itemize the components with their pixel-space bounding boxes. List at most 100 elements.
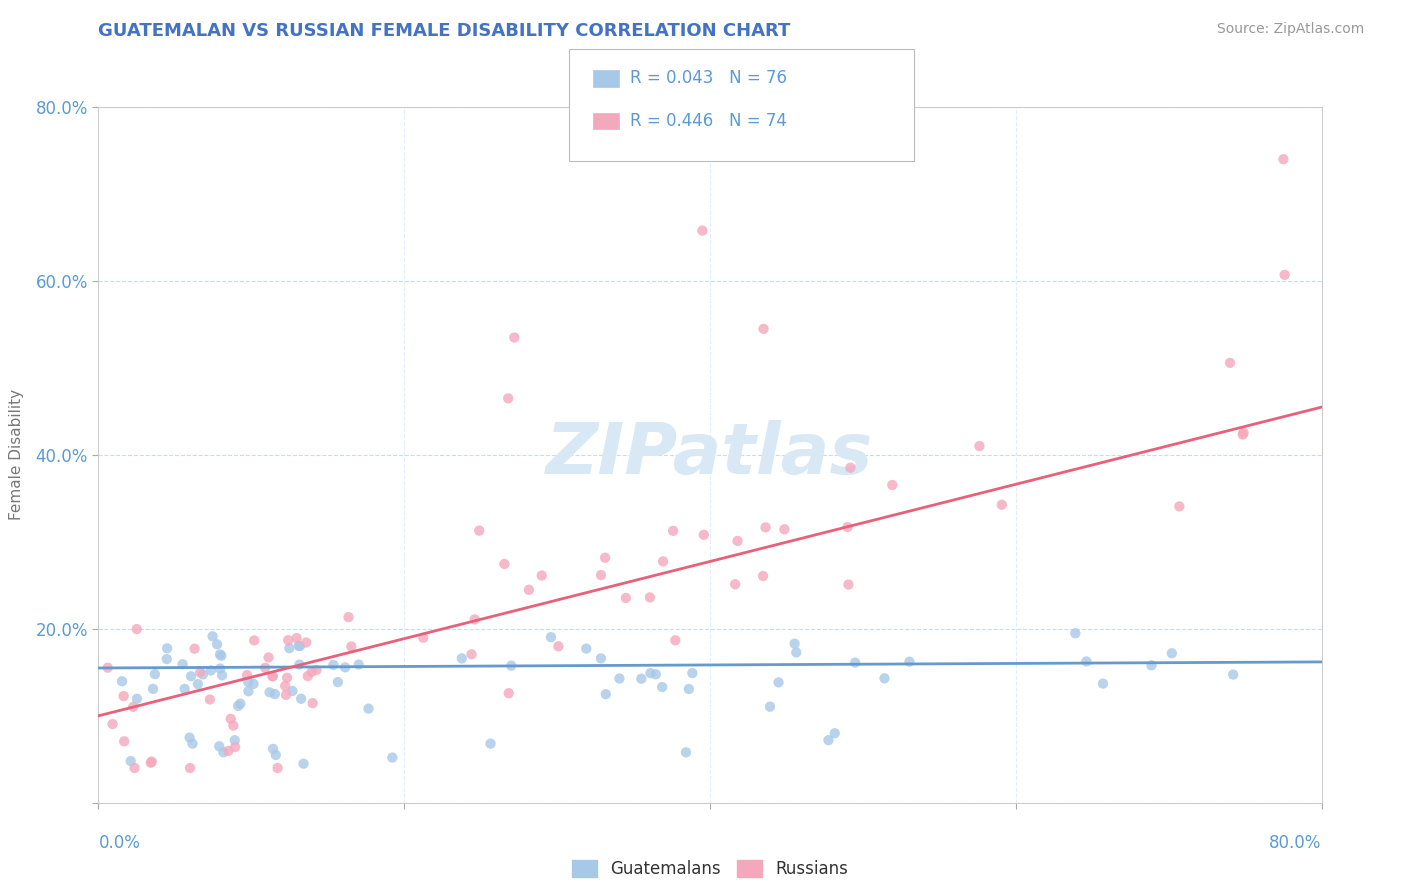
Point — [1140, 658, 1163, 673]
Point — [112, 689, 135, 703]
Point — [1076, 655, 1098, 669]
Point — [593, 550, 616, 565]
Point — [276, 671, 298, 685]
Point — [530, 568, 553, 582]
Point — [1219, 356, 1241, 370]
Point — [205, 637, 228, 651]
Point — [274, 688, 297, 702]
Point — [333, 660, 356, 674]
Point — [651, 680, 673, 694]
Point — [824, 726, 846, 740]
Point — [540, 630, 562, 644]
Point — [882, 478, 904, 492]
Point — [97, 661, 120, 675]
Text: R = 0.446   N = 74: R = 0.446 N = 74 — [630, 112, 787, 130]
Point — [727, 533, 749, 548]
Point — [1232, 427, 1254, 442]
Point — [179, 761, 201, 775]
Point — [226, 698, 249, 713]
Text: ZIPatlas: ZIPatlas — [547, 420, 873, 490]
Point — [224, 733, 246, 747]
Point — [1160, 646, 1182, 660]
Point — [264, 687, 287, 701]
Point — [837, 577, 859, 591]
Point — [595, 687, 617, 701]
Point — [201, 629, 224, 643]
Text: GUATEMALAN VS RUSSIAN FEMALE DISABILITY CORRELATION CHART: GUATEMALAN VS RUSSIAN FEMALE DISABILITY … — [98, 22, 790, 40]
Point — [575, 641, 598, 656]
Point — [1091, 676, 1114, 690]
Point — [209, 648, 232, 663]
Point — [759, 699, 782, 714]
Point — [1233, 425, 1256, 440]
Point — [498, 686, 520, 700]
Point — [139, 756, 162, 770]
Point — [278, 641, 301, 656]
Point — [468, 524, 491, 538]
Point — [242, 677, 264, 691]
Point — [219, 712, 242, 726]
Point — [191, 667, 214, 681]
Point — [969, 439, 991, 453]
Point — [236, 668, 259, 682]
Point — [297, 669, 319, 683]
Point — [172, 657, 194, 672]
Point — [101, 717, 124, 731]
Point — [337, 610, 360, 624]
Point — [783, 637, 806, 651]
Point — [640, 666, 662, 681]
Point — [347, 657, 370, 672]
Point — [120, 754, 142, 768]
Point — [287, 639, 309, 653]
Point — [295, 635, 318, 649]
Point — [681, 666, 703, 681]
Point — [357, 701, 380, 715]
Point — [179, 731, 201, 745]
Point — [644, 667, 666, 681]
Point — [785, 645, 807, 659]
Point — [124, 761, 146, 775]
Point — [724, 577, 747, 591]
Point — [664, 633, 686, 648]
Point — [183, 641, 205, 656]
Point — [200, 664, 222, 678]
Point — [752, 322, 775, 336]
Point — [450, 651, 472, 665]
Point — [501, 658, 523, 673]
Point — [290, 691, 312, 706]
Point — [277, 633, 299, 648]
Point — [264, 747, 287, 762]
Point — [754, 520, 776, 534]
Point — [257, 650, 280, 665]
Point — [143, 667, 166, 681]
Point — [262, 669, 284, 683]
Point — [141, 755, 163, 769]
Point — [187, 677, 209, 691]
Point — [238, 675, 260, 690]
Point — [173, 681, 195, 696]
Point — [142, 681, 165, 696]
Point — [326, 675, 349, 690]
Point — [288, 657, 311, 672]
Point — [292, 756, 315, 771]
Point — [211, 668, 233, 682]
Point — [692, 223, 714, 237]
Point — [589, 568, 612, 582]
Point — [212, 745, 235, 759]
Point — [837, 520, 859, 534]
Text: R = 0.043   N = 76: R = 0.043 N = 76 — [630, 70, 787, 87]
Legend: Guatemalans, Russians: Guatemalans, Russians — [565, 854, 855, 885]
Point — [262, 669, 284, 683]
Point — [217, 744, 239, 758]
Point — [678, 681, 700, 696]
Point — [288, 639, 311, 653]
Point — [752, 569, 775, 583]
Point — [662, 524, 685, 538]
Point — [301, 696, 323, 710]
Point — [125, 622, 148, 636]
Point — [322, 657, 344, 672]
Point — [839, 460, 862, 475]
Point — [614, 591, 637, 605]
Point — [243, 633, 266, 648]
Point — [209, 661, 232, 675]
